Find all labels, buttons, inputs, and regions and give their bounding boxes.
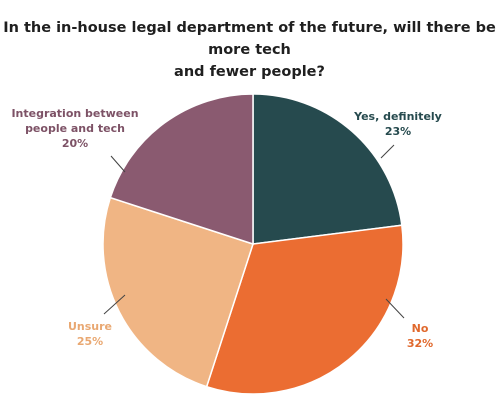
pie-slice-integration-between-people-and-tech [109, 93, 254, 246]
slice-value-unsure: 25% [77, 335, 103, 348]
leader-line-unsure [103, 294, 126, 315]
slice-value-no: 32% [407, 337, 433, 350]
pie-slice-unsure [102, 196, 254, 388]
leader-line-integration-between-people-and-tech [110, 155, 126, 173]
slice-label-yes-definitely: Yes, definitely [353, 110, 442, 123]
slice-value-yes-definitely: 23% [385, 125, 411, 138]
chart-title-line-2: and fewer people? [174, 64, 325, 80]
leader-line-no [385, 298, 405, 319]
leader-line-yes-definitely [380, 144, 395, 159]
slice-label-integration-between-people-and-tech-line-1: Integration between [11, 107, 138, 120]
pie-slice-yes-definitely [252, 93, 403, 245]
slice-label-no: No [412, 322, 429, 335]
slice-label-integration-between-people-and-tech-line-2: people and tech [25, 122, 125, 135]
chart-title: In the in-house legal department of the … [0, 17, 499, 83]
pie-slice-no [205, 224, 404, 395]
slice-label-unsure: Unsure [68, 320, 112, 333]
chart-title-line-1: In the in-house legal department of the … [3, 20, 496, 58]
slice-value-integration-between-people-and-tech: 20% [62, 137, 88, 150]
